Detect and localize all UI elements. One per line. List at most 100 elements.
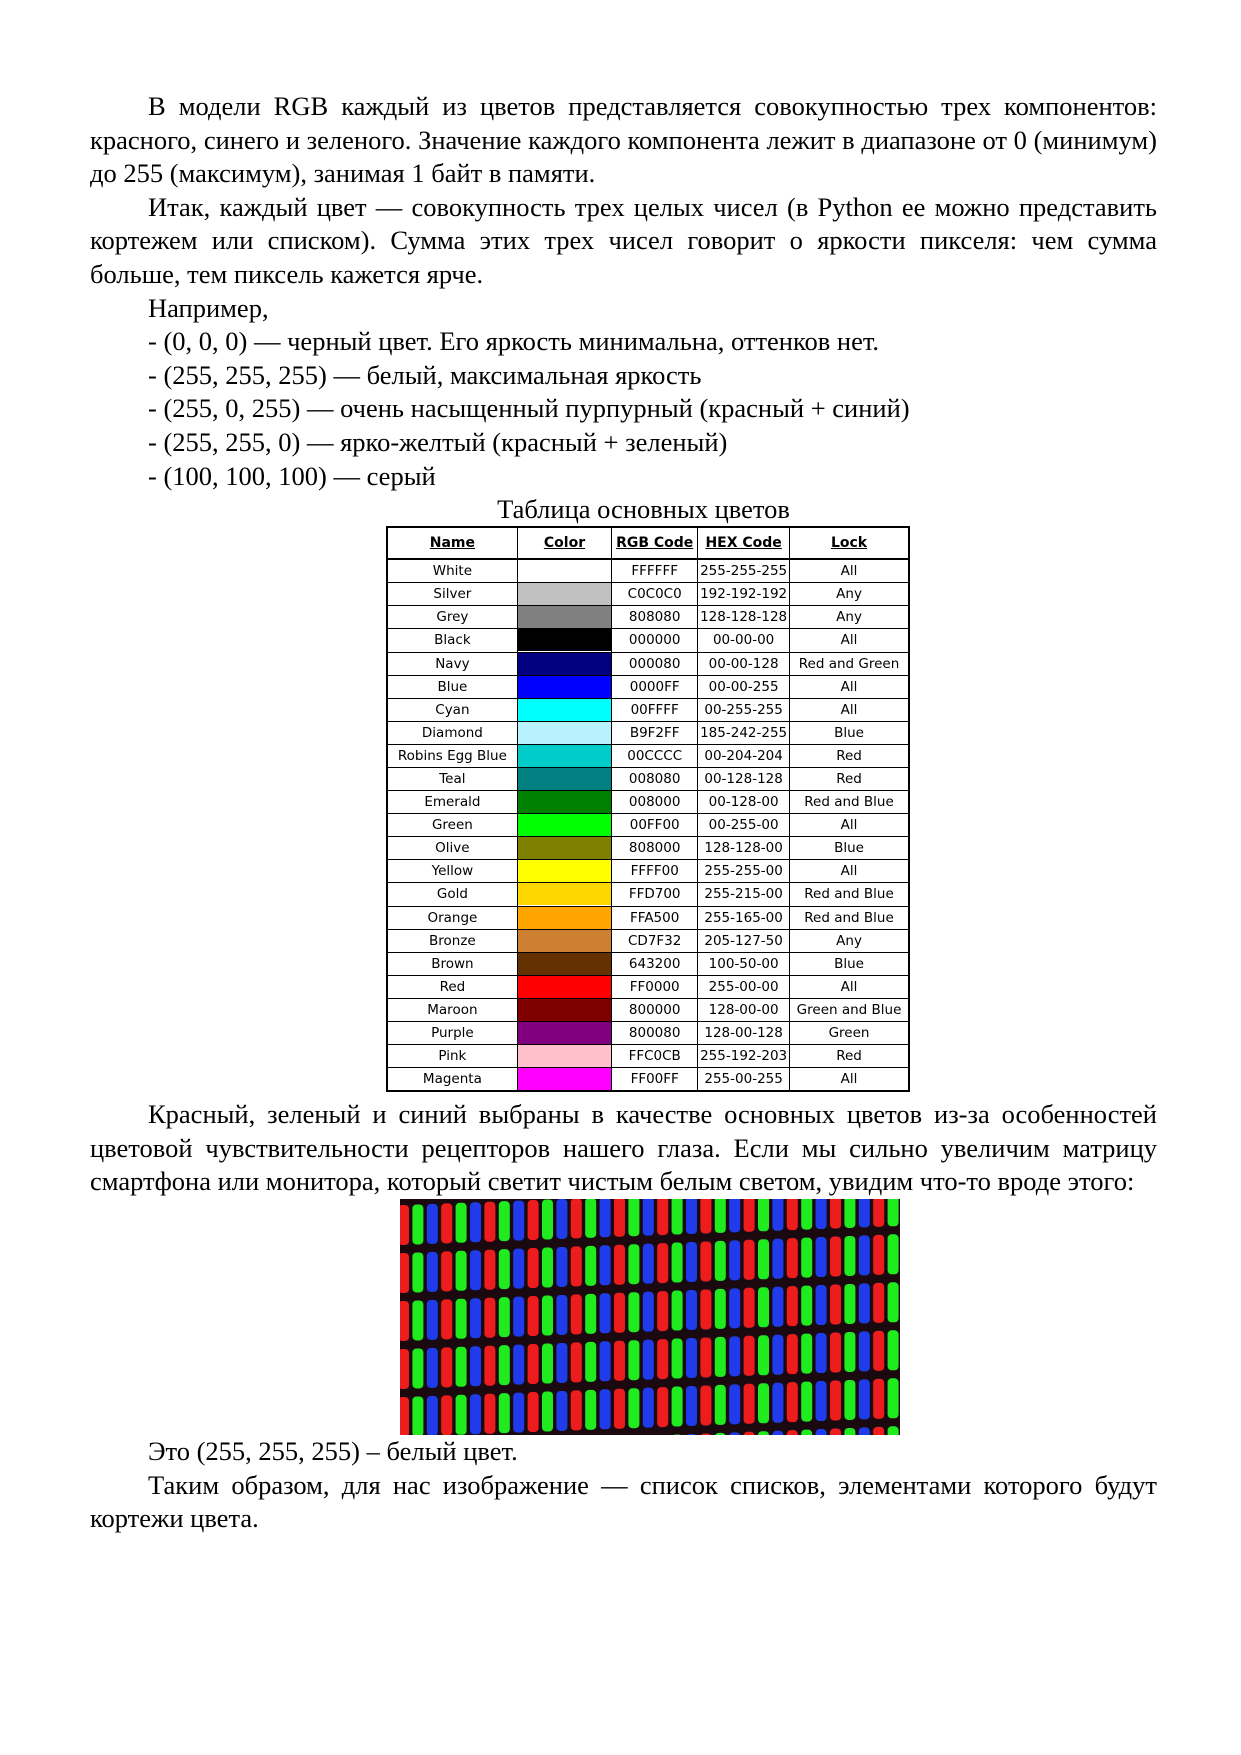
color-swatch (517, 1068, 612, 1091)
cell-color-swatch (516, 651, 613, 676)
cell-name: Magenta (386, 1067, 518, 1092)
subpixel (815, 1381, 827, 1422)
subpixel (513, 1392, 525, 1433)
subpixel (470, 1298, 481, 1339)
subpixel (412, 1300, 424, 1341)
color-swatch (517, 860, 612, 883)
cell-color-swatch (516, 628, 613, 653)
cell-lock: All (789, 974, 910, 999)
subpixel (671, 1338, 683, 1379)
table-row: Cyan 00FFFF 00-255-255 All (386, 697, 910, 722)
subpixel (426, 1395, 438, 1436)
table-row: Yellow FFFF00 255-255-00 All (386, 859, 910, 884)
colors-table: Name Color RGB Code HEX Code Lock White F… (386, 526, 910, 1093)
subpixel (556, 1295, 568, 1336)
subpixel (642, 1291, 654, 1332)
subpixel (686, 1242, 697, 1283)
subpixel (400, 1253, 409, 1294)
subpixel (498, 1393, 510, 1434)
subpixel (412, 1204, 424, 1245)
subpixel (743, 1199, 755, 1232)
subpixel (513, 1200, 525, 1241)
cell-rgb-code: 800080 (611, 1020, 699, 1046)
subpixel (815, 1429, 827, 1436)
subpixel (758, 1239, 769, 1280)
subpixel (671, 1242, 683, 1283)
color-swatch (517, 998, 612, 1021)
cell-rgb-code: 000080 (611, 651, 699, 676)
subpixel (714, 1336, 726, 1377)
subpixel (498, 1249, 510, 1290)
cell-lock: Any (789, 928, 910, 953)
subpixel (671, 1386, 683, 1427)
cell-name: Gold (386, 882, 518, 907)
cell-name: Robins Egg Blue (386, 743, 518, 768)
table-row: Pink FFC0CB 255-192-203 Red (386, 1044, 910, 1069)
subpixel (614, 1244, 625, 1285)
subpixel (426, 1299, 438, 1340)
cell-rgb-code: FF00FF (611, 1067, 699, 1092)
subpixel (715, 1432, 726, 1436)
subpixel (887, 1330, 899, 1371)
subpixel (470, 1202, 481, 1243)
subpixel (455, 1394, 467, 1435)
cell-lock: Green and Blue (789, 997, 910, 1023)
subpixel (570, 1342, 582, 1383)
cell-name: Purple (386, 1020, 518, 1046)
subpixel (400, 1349, 409, 1390)
subpixel (815, 1333, 827, 1374)
color-swatch (517, 629, 612, 652)
subpixel (614, 1292, 625, 1333)
table-row: Bronze CD7F32 205-127-50 Any (386, 928, 910, 953)
subpixel (686, 1386, 697, 1427)
table-row: Blue 0000FF 00-00-255 All (386, 674, 910, 699)
table-row: Teal 008080 00-128-128 Red (386, 766, 910, 792)
table-row: Grey 808080 128-128-128 Any (386, 605, 910, 630)
subpixel (599, 1245, 611, 1286)
color-swatch (517, 929, 612, 952)
subpixel (570, 1390, 582, 1431)
subpixel (786, 1382, 798, 1423)
cell-rgb-code: 008080 (611, 766, 699, 792)
paragraph-white-color: Это (255, 255, 255) – белый цвет. (148, 1436, 518, 1467)
cell-color-swatch (516, 859, 613, 884)
subpixel (686, 1290, 697, 1331)
cell-hex-code: 00-255-255 (697, 697, 791, 722)
cell-hex-code: 00-128-128 (697, 766, 791, 792)
cell-color-swatch (516, 1044, 613, 1069)
subpixel (400, 1301, 409, 1342)
subpixel (758, 1335, 769, 1376)
cell-hex-code: 00-204-204 (697, 743, 791, 768)
table-row: Robins Egg Blue 00CCCC 00-204-204 Red (386, 743, 910, 768)
cell-rgb-code: FFA500 (611, 905, 699, 930)
subpixel (628, 1199, 640, 1237)
cell-color-swatch (516, 743, 613, 768)
subpixel (772, 1199, 784, 1231)
color-swatch (517, 698, 612, 721)
subpixel (455, 1202, 467, 1243)
cell-lock: Blue (789, 720, 910, 745)
cell-hex-code: 128-00-00 (697, 997, 791, 1023)
subpixel (743, 1431, 755, 1436)
cell-name: Navy (386, 651, 518, 676)
cell-lock: Red and Blue (789, 790, 910, 815)
subpixel (743, 1335, 755, 1376)
subpixel (542, 1247, 553, 1288)
subpixel (455, 1250, 467, 1291)
subpixel (484, 1201, 496, 1242)
cell-name: Green (386, 813, 518, 838)
cell-hex-code: 255-255-255 (697, 558, 791, 584)
example-intro: Например, (148, 292, 269, 323)
cell-name: Diamond (386, 720, 518, 745)
subpixel (599, 1293, 611, 1334)
cell-rgb-code: 00CCCC (611, 743, 699, 768)
color-swatch (517, 1045, 612, 1068)
subpixel (758, 1287, 769, 1328)
cell-name: Cyan (386, 697, 518, 722)
color-swatch (517, 1022, 612, 1045)
subpixel (844, 1199, 856, 1229)
cell-lock: All (789, 813, 910, 838)
subpixel (830, 1284, 841, 1325)
cell-name: Black (386, 628, 518, 653)
subpixel (513, 1344, 525, 1385)
